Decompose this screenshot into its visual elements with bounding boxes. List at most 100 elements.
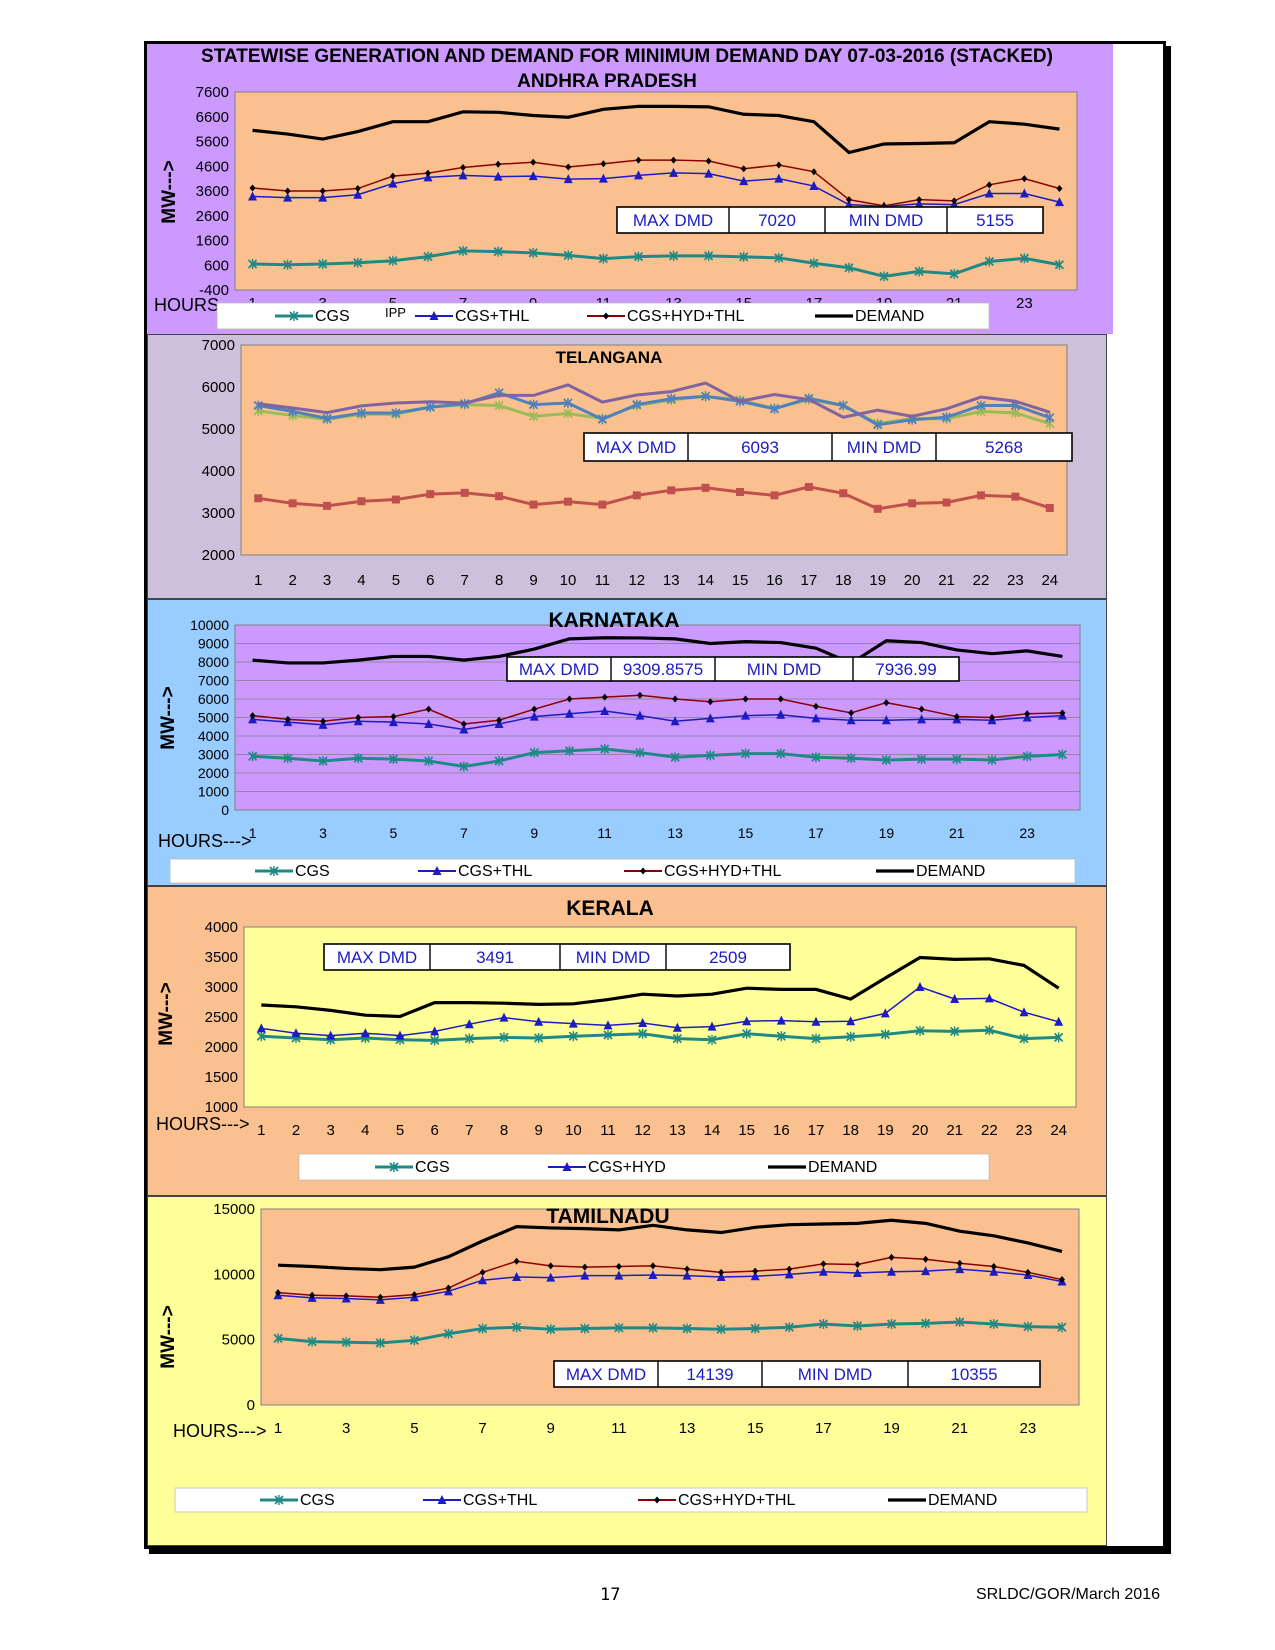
y-tick-label: 3000 <box>205 979 238 996</box>
point-cgs <box>742 1028 752 1039</box>
point-cgs-thl <box>493 171 503 181</box>
point-cgs <box>318 259 328 270</box>
point-cgs-hyd-thl <box>309 1291 316 1299</box>
legend-label-cgs: CGS <box>315 308 350 325</box>
series-line-demand <box>252 104 1060 155</box>
series-demand <box>252 636 1063 665</box>
point-series-1 <box>563 497 572 506</box>
point-cgs-hyd-thl <box>320 717 327 725</box>
point-cgs <box>282 259 293 270</box>
legend-marker-cgs <box>274 1495 284 1505</box>
point-cgs-thl <box>776 709 786 719</box>
point-cgs <box>716 1324 726 1335</box>
point-cgs-thl <box>388 717 398 727</box>
point-cgs <box>739 251 749 262</box>
point-series-3 <box>391 408 401 419</box>
point-cgs-thl <box>598 173 608 183</box>
x-tick-label: 12 <box>634 1122 651 1139</box>
point-cgs-hyd-thl <box>343 1292 350 1300</box>
y-tick-label: 7000 <box>202 337 235 354</box>
legend-frame <box>169 858 1076 884</box>
x-tick-label: 17 <box>808 1122 825 1139</box>
point-cgs-hyd <box>638 1018 648 1027</box>
x-tick-label: 23 <box>1020 1420 1037 1437</box>
point-cgs-hyd-thl <box>1024 710 1031 718</box>
y-tick-label: 6000 <box>202 379 235 396</box>
point-cgs-thl <box>809 181 819 191</box>
series-line-cgs <box>252 747 1063 769</box>
legend-frame <box>298 1153 990 1181</box>
x-tick-label: 21 <box>946 1122 963 1139</box>
point-series-3 <box>666 393 676 404</box>
series-line-demand <box>261 955 1060 1019</box>
point-cgs-hyd <box>326 1030 336 1040</box>
point-series-1 <box>804 482 813 491</box>
point-cgs-thl <box>424 718 434 728</box>
legend-marker-cgs-hyd-thl <box>654 1496 660 1504</box>
max-dmd-label: MAX DMD <box>566 1365 646 1384</box>
report-title: STATEWISE GENERATION AND DEMAND FOR MINI… <box>201 46 1053 67</box>
y-axis-label: MW---> <box>158 1305 179 1368</box>
point-cgs <box>989 1318 999 1329</box>
point-cgs-hyd-thl <box>848 709 855 717</box>
point-cgs <box>776 1031 786 1042</box>
point-series-3 <box>563 397 573 408</box>
x-tick-label: 7 <box>465 1122 473 1139</box>
point-cgs-hyd-thl <box>916 196 923 204</box>
point-cgs-hyd-thl <box>670 156 677 164</box>
y-tick-label: 6000 <box>198 691 229 707</box>
point-cgs-thl <box>741 710 751 720</box>
point-series-1 <box>598 500 607 509</box>
point-cgs-hyd-thl <box>600 160 607 168</box>
max-dmd-value: 14139 <box>686 1365 733 1384</box>
point-cgs-hyd-thl <box>810 168 817 176</box>
point-cgs <box>879 271 889 282</box>
point-cgs-thl <box>546 1272 556 1282</box>
point-cgs-hyd <box>811 1016 821 1026</box>
legend: CGS CGS+HYD DEMAND <box>298 1153 990 1181</box>
point-cgs-hyd-thl <box>565 163 572 171</box>
point-cgs-hyd <box>499 1012 509 1022</box>
point-cgs-thl <box>669 167 679 177</box>
chart-title: TAMILNADU <box>546 1205 669 1228</box>
point-cgs-hyd-thl <box>883 699 890 707</box>
legend-marker-cgs-thl <box>429 311 439 320</box>
point-cgs-thl <box>784 1269 794 1279</box>
point-cgs <box>949 268 959 279</box>
max-dmd-label: MAX DMD <box>596 438 676 457</box>
point-cgs <box>477 1323 488 1334</box>
point-cgs <box>668 250 679 261</box>
x-tick-label: 9 <box>547 1420 555 1437</box>
x-tick-label: 11 <box>611 1420 627 1437</box>
x-tick-label: 14 <box>704 1122 721 1139</box>
x-tick-label: 22 <box>981 1122 998 1139</box>
y-tick-label: 10000 <box>213 1266 255 1283</box>
point-cgs <box>635 747 645 758</box>
y-tick-label: 5000 <box>202 421 235 438</box>
point-cgs-hyd <box>256 1023 266 1033</box>
point-cgs <box>648 1322 658 1333</box>
point-cgs-hyd-thl <box>707 698 714 706</box>
point-cgs-hyd-thl <box>319 187 326 195</box>
series-line-cgs-hyd-thl <box>252 159 1060 207</box>
point-cgs-hyd-thl <box>355 714 362 721</box>
point-cgs <box>424 755 434 766</box>
x-tick-label: 15 <box>747 1420 764 1437</box>
point-cgs <box>247 751 258 762</box>
point-cgs-hyd <box>672 1022 682 1032</box>
point-cgs-thl <box>739 176 749 186</box>
point-series-1 <box>254 494 263 503</box>
point-cgs-hyd-thl <box>460 720 467 728</box>
point-cgs-hyd-thl <box>1021 175 1028 183</box>
point-cgs-hyd-thl <box>249 184 256 192</box>
point-cgs-thl <box>989 1266 999 1276</box>
point-series-2 <box>494 400 504 411</box>
point-cgs-hyd-thl <box>820 1260 827 1268</box>
min-dmd-value: 5155 <box>976 211 1014 230</box>
y-tick-label: 2500 <box>205 1009 238 1026</box>
y-tick-label: 2600 <box>196 208 229 225</box>
point-cgs-hyd-thl <box>845 196 852 204</box>
point-cgs-hyd-thl <box>249 712 256 720</box>
